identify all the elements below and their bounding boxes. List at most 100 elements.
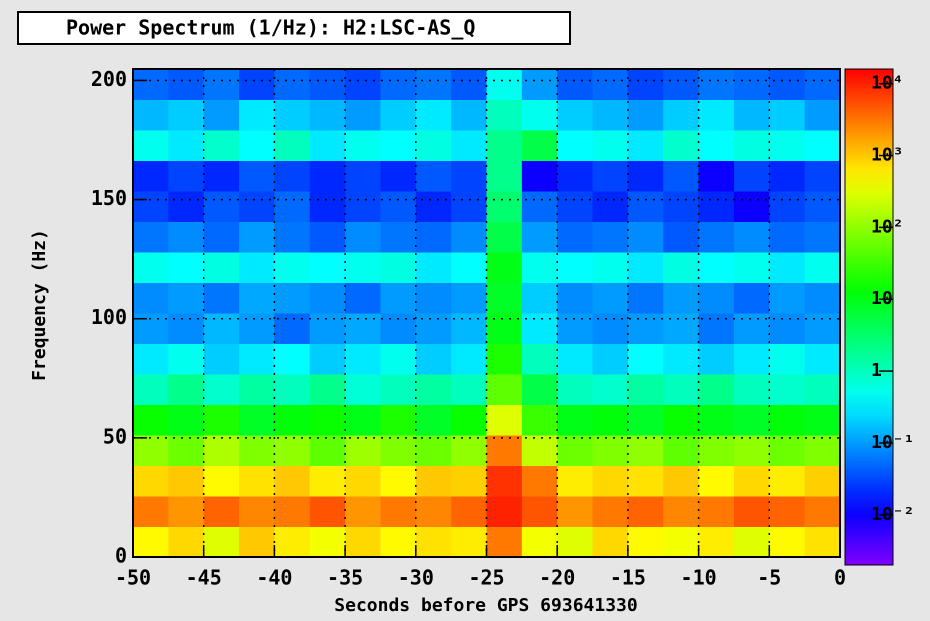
x-tick-label: -40: [256, 566, 292, 590]
cell: [627, 404, 664, 436]
cell: [592, 435, 629, 466]
cell: [345, 160, 381, 192]
x-tick-label: -5: [757, 566, 781, 590]
cell: [769, 191, 806, 222]
cell: [415, 69, 452, 100]
cell: [698, 526, 735, 558]
color-bar-label: 1: [871, 360, 882, 381]
cell: [380, 496, 417, 527]
cell: [769, 130, 806, 161]
cell: [663, 282, 700, 314]
cell: [274, 404, 311, 436]
cell: [663, 130, 700, 161]
cell: [627, 313, 664, 344]
color-bar-label: 10³: [871, 145, 904, 166]
cell: [451, 435, 487, 466]
cell: [733, 282, 770, 314]
cell: [309, 69, 346, 100]
cell: [309, 374, 346, 405]
cell: [627, 160, 664, 192]
y-tick-label: 0: [115, 544, 127, 568]
cell: [557, 343, 594, 375]
cell: [451, 313, 487, 344]
x-tick-label: -50: [115, 566, 151, 590]
cell: [698, 160, 735, 192]
cell: [769, 313, 806, 344]
cell: [345, 374, 381, 405]
cell: [133, 252, 169, 283]
cell: [133, 343, 169, 375]
cell: [415, 374, 452, 405]
cell: [168, 282, 205, 314]
cell: [168, 99, 205, 131]
cell: [592, 99, 629, 131]
cell: [203, 130, 240, 161]
cell: [168, 526, 205, 558]
cell: [627, 465, 664, 497]
cell: [345, 435, 381, 466]
cell: [274, 130, 311, 161]
cell: [733, 404, 770, 436]
cell: [698, 221, 735, 253]
x-tick-label: -20: [539, 566, 575, 590]
cell: [521, 526, 558, 558]
cell: [804, 496, 841, 527]
heatmap: [133, 69, 841, 558]
cell: [769, 282, 806, 314]
cell: [521, 99, 558, 131]
cell: [733, 313, 770, 344]
cell: [274, 343, 311, 375]
cell: [698, 130, 735, 161]
cell: [804, 343, 841, 375]
cell: [133, 313, 169, 344]
cell: [663, 526, 700, 558]
cell: [698, 343, 735, 375]
cell: [627, 99, 664, 131]
cell: [521, 160, 558, 192]
cell: [274, 252, 311, 283]
cell: [309, 99, 346, 131]
cell: [345, 99, 381, 131]
cell: [486, 496, 523, 527]
x-tick-label: -25: [468, 566, 504, 590]
cell: [804, 221, 841, 253]
cell: [203, 221, 240, 253]
cell: [733, 130, 770, 161]
cell: [203, 404, 240, 436]
color-bar-label: 10²: [871, 216, 904, 237]
cell: [592, 404, 629, 436]
cell: [345, 526, 381, 558]
cell: [380, 404, 417, 436]
cell: [733, 496, 770, 527]
cell: [557, 496, 594, 527]
cell: [168, 252, 205, 283]
cell: [592, 160, 629, 192]
chart-title: Power Spectrum (1/Hz): H2:LSC-AS_Q: [66, 16, 475, 40]
cell: [309, 160, 346, 192]
cell: [521, 313, 558, 344]
cell: [486, 313, 523, 344]
cell: [592, 496, 629, 527]
cell: [133, 404, 169, 436]
cell: [592, 221, 629, 253]
cell: [804, 252, 841, 283]
cell: [557, 130, 594, 161]
cell: [133, 221, 169, 253]
cell: [168, 221, 205, 253]
cell: [733, 343, 770, 375]
cell: [415, 252, 452, 283]
cell: [804, 160, 841, 192]
y-tick-label: 50: [103, 424, 127, 448]
cell: [804, 435, 841, 466]
cell: [521, 130, 558, 161]
cell: [133, 526, 169, 558]
cell: [309, 282, 346, 314]
cell: [486, 282, 523, 314]
cell: [486, 343, 523, 375]
cell: [133, 160, 169, 192]
cell: [451, 160, 487, 192]
cell: [451, 69, 487, 100]
cell: [239, 69, 275, 100]
cell: [274, 69, 311, 100]
cell: [451, 374, 487, 405]
